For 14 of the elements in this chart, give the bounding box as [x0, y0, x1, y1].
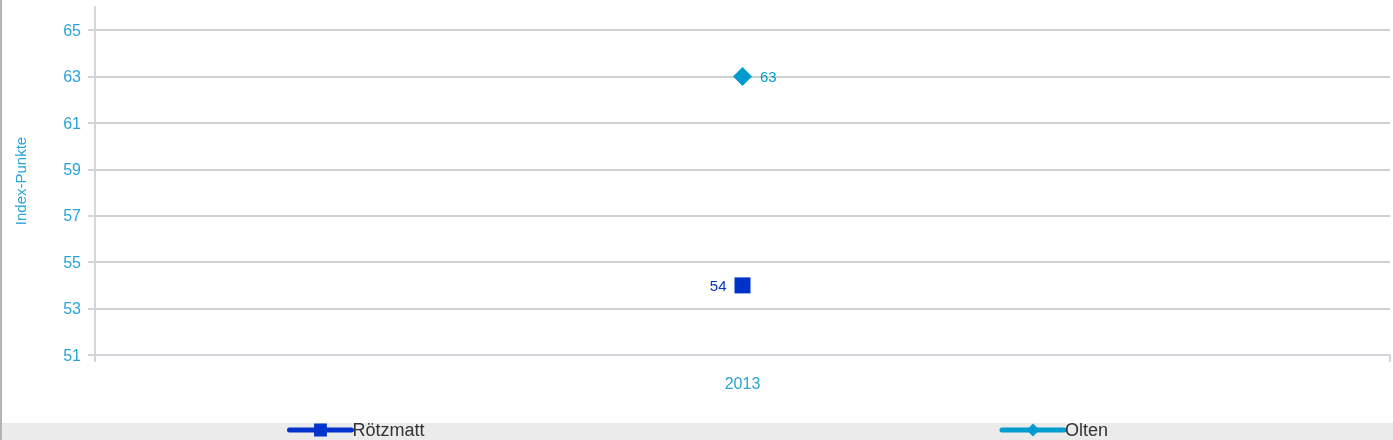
legend-label: Rötzmatt — [352, 420, 425, 440]
x-tick-label: 2013 — [724, 374, 761, 392]
y-tick-label: 55 — [63, 253, 82, 271]
y-tick-label: 65 — [63, 21, 82, 39]
y-axis-title: Index-Punkte — [12, 136, 29, 226]
legend-label: Olten — [1065, 420, 1109, 440]
y-tick-label: 61 — [63, 114, 82, 132]
data-label: 63 — [760, 68, 777, 86]
y-tick-label: 51 — [63, 346, 82, 364]
y-tick-label: 63 — [63, 68, 82, 86]
y-tick-label: 53 — [63, 300, 82, 318]
y-tick-label: 59 — [63, 160, 82, 178]
data-label: 54 — [709, 276, 727, 294]
y-tick-label: 57 — [63, 207, 82, 225]
